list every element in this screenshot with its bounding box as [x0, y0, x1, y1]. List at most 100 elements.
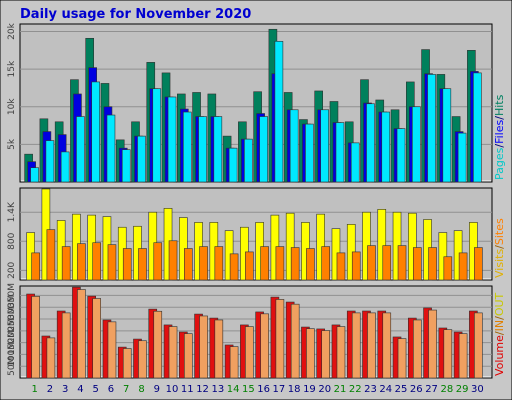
- bar: [183, 111, 192, 183]
- bar: [443, 329, 453, 379]
- x-tick-label: 15: [242, 384, 255, 395]
- x-tick-label: 28: [440, 384, 453, 395]
- x-tick-label: 14: [227, 384, 240, 395]
- bar: [411, 106, 421, 183]
- bar: [198, 116, 207, 183]
- bar: [443, 256, 453, 281]
- legend-entry: Files: [493, 119, 506, 143]
- bar: [245, 326, 254, 379]
- bar: [428, 309, 437, 379]
- bar: [259, 116, 268, 183]
- y-tick-label: 800: [7, 232, 17, 249]
- legend: Volume/IN/OUT: [493, 292, 506, 376]
- legend-entry: Visits: [493, 249, 506, 278]
- bar: [199, 315, 208, 379]
- x-tick-label: 24: [379, 384, 392, 395]
- bar: [275, 246, 285, 281]
- bar: [321, 246, 331, 281]
- bar: [306, 328, 315, 379]
- y-tick-label: 150M: [7, 330, 17, 355]
- legend-entry: /: [493, 245, 506, 249]
- y-tick-label: 100M: [7, 342, 17, 367]
- bar: [407, 212, 417, 281]
- bar: [60, 151, 70, 183]
- x-tick-label: 9: [154, 384, 160, 395]
- bar: [46, 229, 56, 281]
- bar: [77, 243, 86, 281]
- x-tick-label: 20: [318, 384, 331, 395]
- bar: [442, 88, 452, 183]
- x-tick-label: 4: [77, 384, 83, 395]
- bar: [92, 298, 101, 379]
- bar: [228, 147, 238, 183]
- chart-title: Daily usage for November 2020: [20, 7, 251, 22]
- bar: [138, 248, 147, 281]
- x-tick-label: 3: [62, 384, 68, 395]
- x-tick-label: 17: [273, 384, 286, 395]
- bar: [285, 212, 295, 281]
- bar: [106, 114, 116, 183]
- bar: [260, 246, 269, 281]
- bar: [260, 313, 269, 379]
- bar: [336, 252, 346, 281]
- bar: [474, 247, 483, 281]
- bar: [153, 310, 163, 379]
- bar: [367, 312, 376, 379]
- x-tick-label: 8: [138, 384, 144, 395]
- legend-entry: /: [493, 331, 506, 335]
- bar: [61, 246, 71, 281]
- y-tick-label: 50M: [7, 357, 17, 376]
- bar: [458, 252, 468, 281]
- x-tick-label: 27: [425, 384, 438, 395]
- bar: [290, 303, 300, 379]
- bar: [458, 333, 468, 379]
- x-tick-label: 2: [47, 384, 53, 395]
- bar: [428, 247, 437, 281]
- bar: [199, 246, 208, 281]
- bar: [306, 248, 315, 281]
- bar: [305, 123, 314, 183]
- x-tick-label: 16: [257, 384, 270, 395]
- y-tick-label: 15k: [7, 60, 17, 77]
- bar: [427, 74, 436, 183]
- bar: [137, 135, 146, 183]
- x-tick-label: 5: [93, 384, 99, 395]
- bar: [168, 240, 178, 281]
- x-tick-label: 23: [364, 384, 377, 395]
- y-tick-label: 1.4K: [7, 201, 17, 222]
- x-tick-label: 6: [108, 384, 114, 395]
- bar: [382, 245, 392, 281]
- x-tick-label: 30: [471, 384, 484, 395]
- bar: [77, 289, 86, 379]
- y-tick-label: 20k: [7, 22, 17, 39]
- legend-entry: /: [493, 116, 506, 120]
- bar: [46, 337, 56, 379]
- bar: [350, 142, 360, 183]
- bar: [396, 128, 406, 183]
- bar: [366, 103, 375, 183]
- legend-entry: Sites: [493, 218, 506, 245]
- bar: [290, 247, 300, 281]
- bar: [76, 116, 85, 183]
- bar: [381, 111, 391, 183]
- legend-entry: IN: [493, 320, 506, 331]
- y-tick-label: 300M: [7, 295, 17, 320]
- legend: Pages/Files/Hits: [493, 94, 506, 180]
- bar: [412, 319, 422, 379]
- bar: [31, 296, 40, 379]
- x-tick-label: 10: [166, 384, 179, 395]
- x-tick-label: 21: [334, 384, 347, 395]
- legend-entry: Pages: [493, 147, 506, 180]
- bar: [351, 251, 361, 281]
- bar: [229, 253, 239, 281]
- bar: [121, 149, 131, 183]
- bar: [367, 245, 376, 281]
- y-tick-label: 200M: [7, 318, 17, 343]
- bar: [152, 88, 162, 183]
- legend-entry: Hits: [493, 94, 506, 116]
- bar: [275, 299, 285, 379]
- bar: [438, 232, 448, 281]
- legend-entry: /: [493, 144, 506, 148]
- bar: [229, 346, 239, 379]
